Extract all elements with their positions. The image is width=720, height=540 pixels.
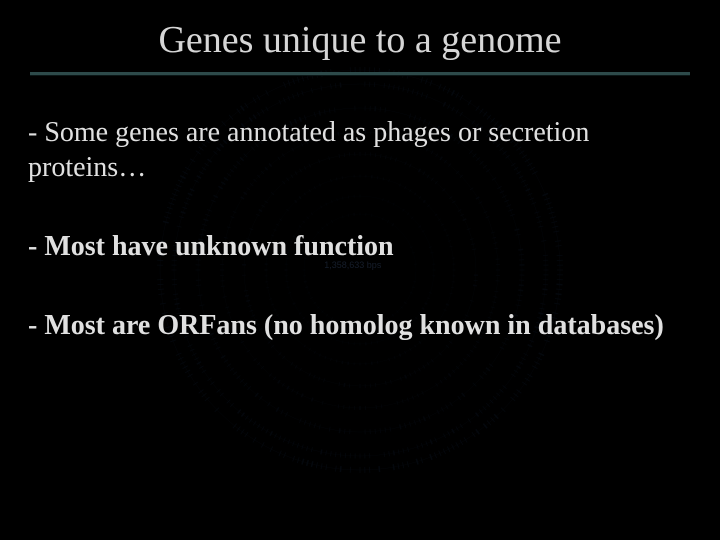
bullet-1: - Some genes are annotated as phages or … [28,115,692,185]
title-divider [30,72,690,75]
bullet-3: - Most are ORFans (no homolog known in d… [28,308,692,343]
slide-title: Genes unique to a genome [28,18,692,62]
bullet-2: - Most have unknown function [28,229,692,264]
slide: Genes unique to a genome - Some genes ar… [0,0,720,540]
